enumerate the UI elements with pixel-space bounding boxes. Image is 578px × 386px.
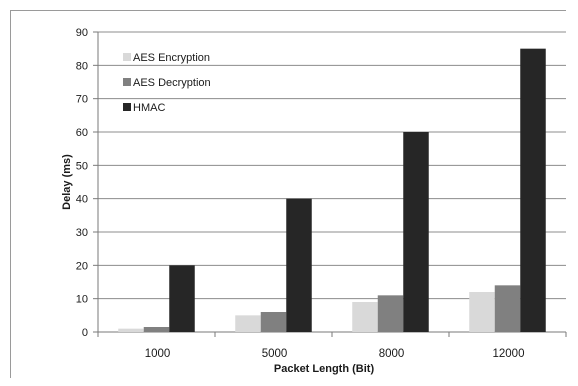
y-tick-label: 70: [76, 94, 88, 106]
bar: [469, 292, 495, 332]
x-tick-label: 8000: [379, 348, 405, 360]
y-tick-label: 90: [76, 27, 88, 39]
bars: [118, 49, 546, 332]
legend-label: HMAC: [133, 102, 165, 114]
legend-swatch: [123, 53, 131, 61]
legend: AES Encryption AES Decryption HMAC: [123, 52, 211, 114]
x-tick-label: 1000: [145, 348, 171, 360]
bar: [495, 285, 521, 332]
y-axis-title: Delay (ms): [61, 154, 73, 210]
y-tick-label: 0: [82, 327, 88, 339]
legend-swatch: [123, 78, 131, 86]
bar: [520, 49, 546, 332]
bar: [235, 315, 261, 332]
legend-label: AES Decryption: [133, 77, 211, 89]
gridlines: [98, 32, 566, 299]
x-tick-label: 12000: [493, 348, 525, 360]
y-tick-label: 20: [76, 260, 88, 272]
legend-swatch: [123, 103, 131, 111]
y-tick-label: 30: [76, 227, 88, 239]
x-axis-title: Packet Length (Bit): [274, 363, 375, 375]
y-tick-label: 50: [76, 160, 88, 172]
x-tick-label: 5000: [262, 348, 288, 360]
bar: [169, 265, 195, 332]
bar: [261, 312, 287, 332]
y-tick-label: 40: [76, 194, 88, 206]
bar: [403, 132, 429, 332]
y-tick-label: 80: [76, 60, 88, 72]
y-tick-label: 10: [76, 294, 88, 306]
y-tick-label: 60: [76, 127, 88, 139]
bar: [352, 302, 378, 332]
bar: [286, 199, 312, 332]
bar: [118, 329, 144, 332]
bar: [144, 327, 170, 332]
bar: [378, 295, 404, 332]
legend-label: AES Encryption: [133, 52, 210, 64]
